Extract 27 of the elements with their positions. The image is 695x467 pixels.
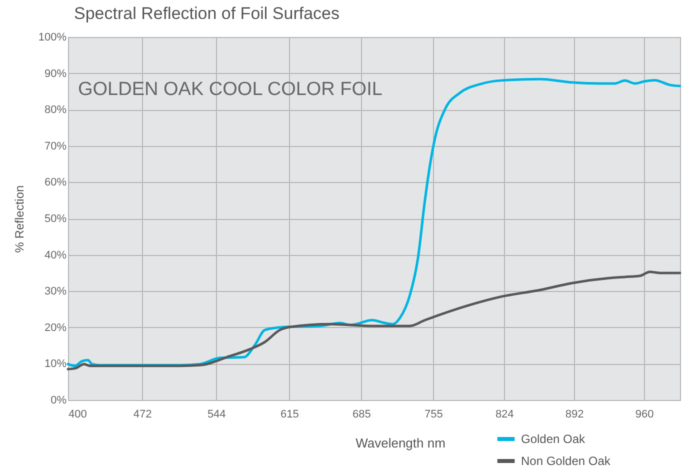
y-tick-label: 60% xyxy=(44,176,67,189)
x-tick-label: 472 xyxy=(133,408,152,420)
x-tick-label: 685 xyxy=(352,408,371,420)
y-tick-label: 10% xyxy=(44,358,67,370)
x-axis-title: Wavelength nm xyxy=(356,436,446,450)
line-series xyxy=(66,270,682,370)
legend-label: Non Golden Oak xyxy=(521,454,612,467)
x-tick-label: 544 xyxy=(207,408,226,420)
x-tick-label: 400 xyxy=(68,408,87,420)
x-tick-label: 615 xyxy=(280,408,299,420)
y-tick-label: 20% xyxy=(44,322,67,334)
legend-label: Golden Oak xyxy=(521,432,586,446)
y-tick-label: 40% xyxy=(44,249,67,262)
y-axis-title: % Reflection xyxy=(12,185,26,253)
y-tick-label: 0% xyxy=(50,394,67,406)
x-tick-label: 892 xyxy=(565,408,584,420)
y-tick-label: 30% xyxy=(44,286,67,298)
annotation: GOLDEN OAK COOL COLOR FOIL xyxy=(78,79,382,100)
y-tick-label: 90% xyxy=(44,68,67,80)
x-tick-label: 755 xyxy=(424,408,443,420)
y-tick-label: 80% xyxy=(44,104,67,116)
y-tick-label: 70% xyxy=(44,140,67,152)
x-tick-label: 960 xyxy=(635,408,654,420)
y-tick-label: 50% xyxy=(44,213,67,225)
y-tick-label: 100% xyxy=(38,32,67,44)
chart-title: Spectral Reflection of Foil Surfaces xyxy=(74,4,340,23)
x-tick-label: 824 xyxy=(495,408,514,420)
